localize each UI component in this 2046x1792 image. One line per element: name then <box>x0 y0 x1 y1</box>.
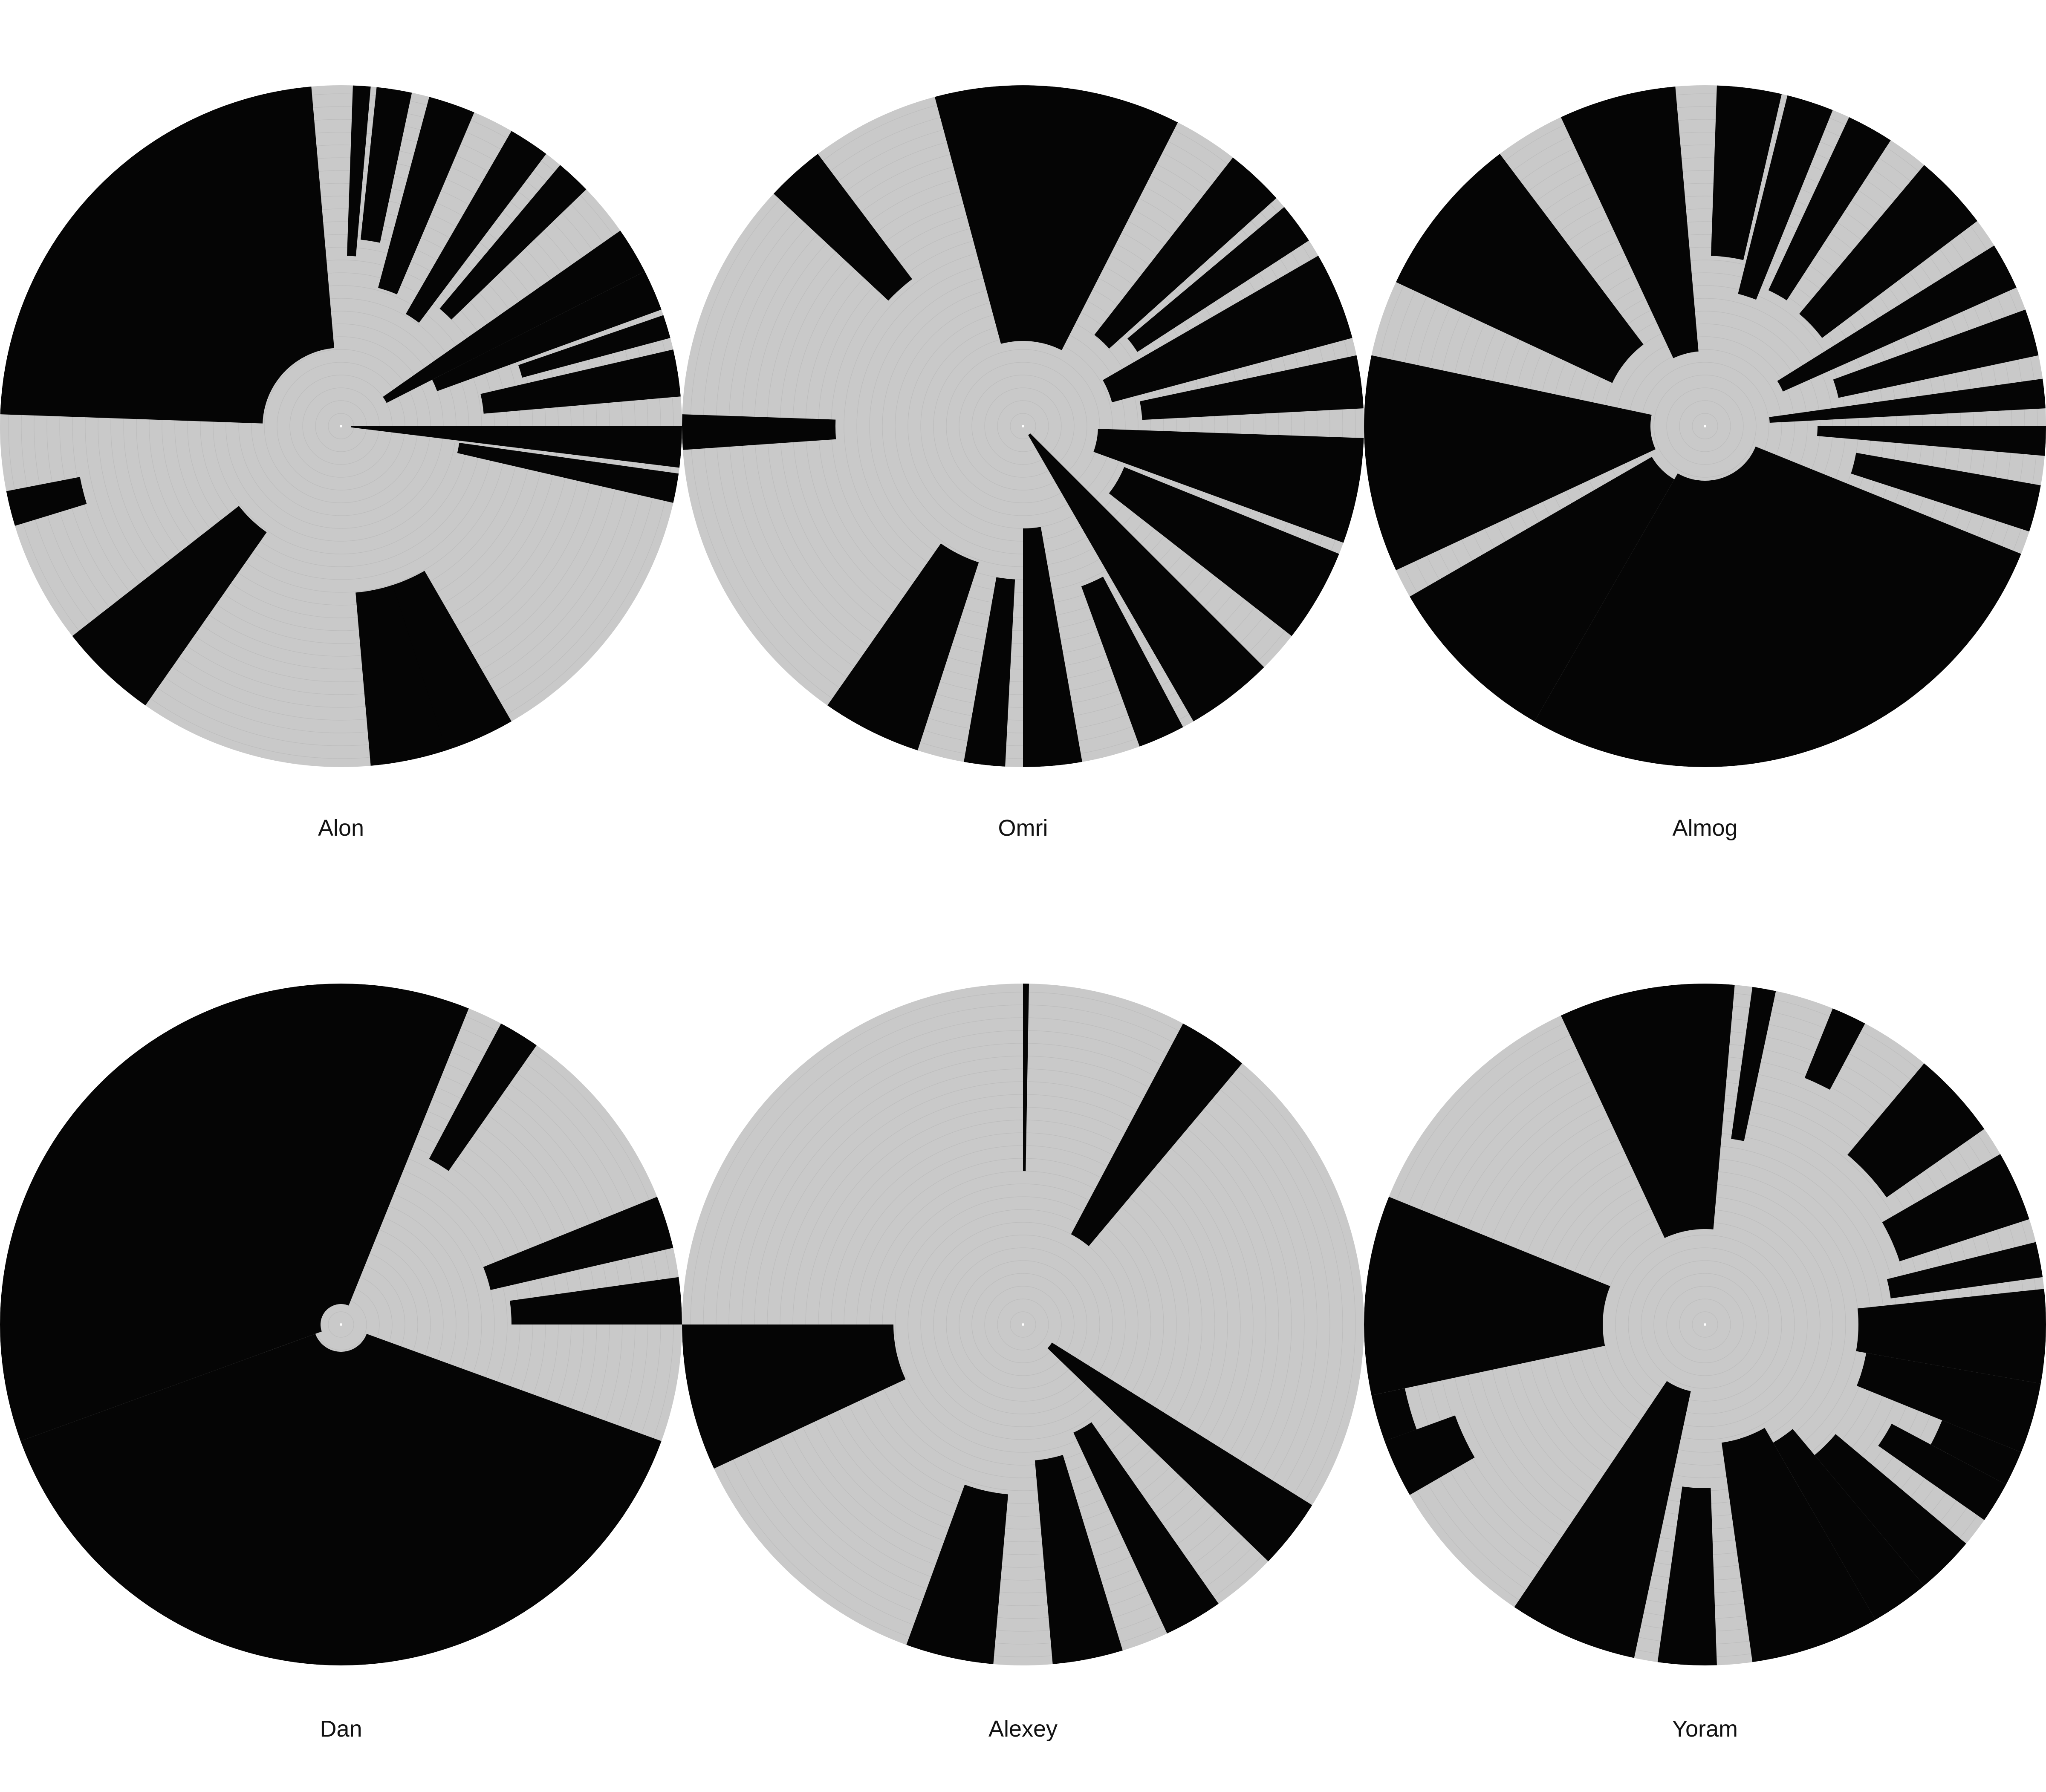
disc-center <box>1022 1323 1024 1326</box>
disc-label-almog: Almog <box>1534 815 1876 841</box>
disc-center <box>1704 425 1706 427</box>
disc-center <box>340 425 342 427</box>
disc-label-dan: Dan <box>170 1716 512 1742</box>
disc-center <box>1022 425 1024 427</box>
disc-center <box>340 1323 342 1326</box>
disc-alon <box>0 85 682 767</box>
disc-label-alexey: Alexey <box>852 1716 1194 1742</box>
disc-dan <box>0 984 682 1665</box>
disc-almog <box>1364 85 2046 767</box>
disc-alexey <box>682 984 1364 1665</box>
disc-yoram <box>1364 984 2046 1665</box>
disc-label-alon: Alon <box>170 815 512 841</box>
disc-center <box>1704 1323 1706 1326</box>
disc-omri <box>682 85 1364 767</box>
disc-label-omri: Omri <box>852 815 1194 841</box>
disc-label-yoram: Yoram <box>1534 1716 1876 1742</box>
